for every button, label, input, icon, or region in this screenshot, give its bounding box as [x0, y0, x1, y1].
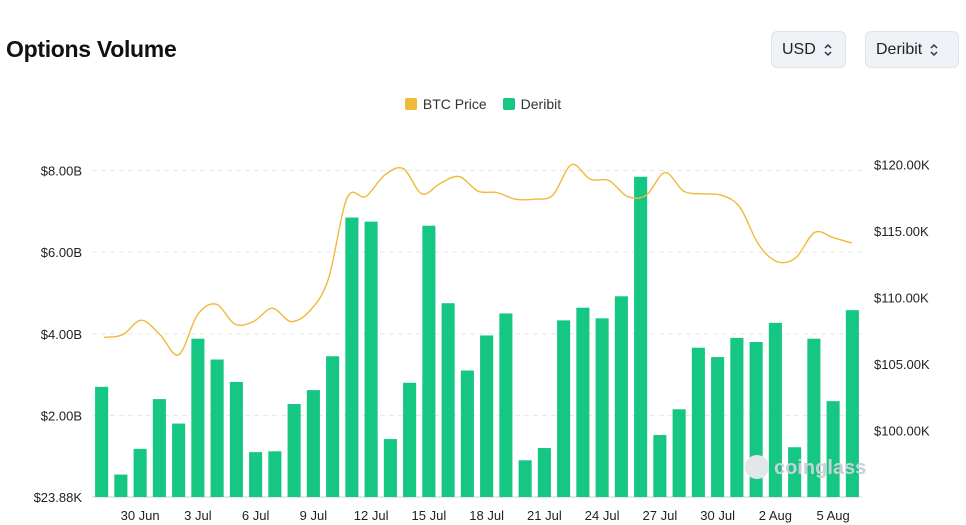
deribit-bar — [845, 310, 859, 497]
y-left-tick-label: $8.00B — [41, 164, 82, 179]
deribit-bar — [268, 451, 282, 497]
deribit-bar — [383, 439, 397, 497]
legend-swatch-deribit — [502, 98, 515, 110]
y-right-tick-label: $120.00K — [874, 158, 930, 173]
deribit-bar — [287, 403, 301, 497]
deribit-bar — [499, 313, 513, 497]
y-right-tick-label: $115.00K — [874, 224, 929, 239]
x-tick-label: 30 Jul — [700, 508, 735, 523]
deribit-bar — [653, 434, 667, 497]
x-tick-label: 24 Jul — [585, 508, 620, 523]
deribit-bar — [711, 357, 725, 497]
deribit-bar — [249, 452, 263, 497]
deribit-bar — [807, 338, 821, 497]
btc-price-line — [103, 163, 853, 356]
deribit-bar — [788, 447, 802, 497]
legend-label-btc-price: BTC Price — [422, 96, 487, 112]
deribit-bar — [191, 338, 205, 497]
deribit-bar — [422, 225, 436, 498]
exchange-select[interactable]: Deribit — [865, 31, 959, 68]
x-tick-label: 9 Jul — [300, 508, 328, 523]
y-right-tick-label: $105.00K — [874, 357, 930, 372]
deribit-bar — [557, 320, 571, 497]
y-left-tick-label: $23.88K — [34, 490, 83, 505]
deribit-bar — [826, 401, 840, 497]
currency-select-value: USD — [782, 40, 816, 58]
x-tick-label: 30 Jun — [121, 508, 160, 523]
y-right-tick-label: $100.00K — [874, 424, 930, 439]
legend-label-deribit: Deribit — [520, 96, 562, 112]
deribit-bar — [595, 318, 609, 497]
deribit-bar — [326, 356, 340, 497]
deribit-bar — [133, 448, 147, 497]
x-tick-label: 3 Jul — [184, 508, 212, 523]
x-tick-label: 21 Jul — [527, 508, 562, 523]
chevron-up-down-icon — [823, 42, 833, 58]
x-tick-label: 5 Aug — [816, 508, 849, 523]
page-title: Options Volume — [6, 36, 177, 62]
watermark-text: coinglass — [774, 457, 866, 479]
y-left-tick-label: $2.00B — [41, 408, 82, 423]
y-left-tick-label: $4.00B — [41, 327, 82, 342]
deribit-bar — [576, 307, 590, 497]
deribit-bar — [460, 370, 474, 497]
deribit-bar — [614, 296, 628, 497]
deribit-bar — [441, 303, 455, 497]
x-tick-label: 12 Jul — [354, 508, 389, 523]
deribit-bar — [537, 448, 551, 497]
chart-legend: BTC Price Deribit — [0, 96, 966, 112]
deribit-bar — [172, 423, 186, 497]
y-left-tick-label: $6.00B — [41, 245, 82, 260]
x-tick-label: 15 Jul — [412, 508, 447, 523]
deribit-bar — [672, 409, 686, 497]
deribit-bar — [730, 337, 744, 497]
x-tick-label: 2 Aug — [759, 508, 792, 523]
x-tick-label: 18 Jul — [469, 508, 504, 523]
legend-item-deribit[interactable]: Deribit — [502, 96, 562, 112]
deribit-bar — [229, 381, 243, 497]
deribit-bar — [768, 322, 782, 497]
coinglass-watermark: coinglass — [745, 455, 866, 479]
deribit-bar — [306, 390, 320, 497]
x-tick-label: 27 Jul — [643, 508, 678, 523]
y-right-tick-label: $110.00K — [874, 291, 929, 306]
deribit-bar — [518, 460, 532, 497]
exchange-select-value: Deribit — [876, 40, 923, 58]
currency-select[interactable]: USD — [771, 31, 846, 68]
deribit-bar — [345, 217, 359, 497]
deribit-bar — [114, 474, 128, 497]
deribit-bar — [403, 382, 417, 497]
deribit-bar — [210, 359, 224, 497]
x-tick-label: 6 Jul — [242, 508, 270, 523]
deribit-bar — [691, 347, 705, 497]
deribit-bar — [152, 399, 166, 497]
legend-swatch-btc-price — [404, 98, 417, 110]
chevron-up-down-icon — [929, 42, 939, 58]
deribit-bar — [364, 221, 378, 497]
deribit-bar — [634, 176, 648, 497]
legend-item-btc-price[interactable]: BTC Price — [404, 96, 487, 112]
deribit-bar — [95, 386, 109, 497]
deribit-bar — [480, 335, 494, 497]
